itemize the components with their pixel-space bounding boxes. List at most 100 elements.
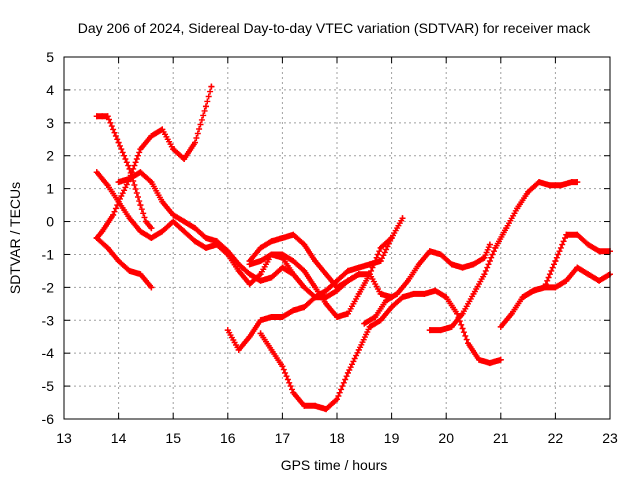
data-point (192, 225, 199, 232)
x-tick-label: 20 (438, 430, 454, 446)
data-point (246, 261, 253, 268)
data-point (465, 340, 472, 347)
data-point (497, 323, 504, 330)
data-point (290, 258, 297, 265)
data-point (596, 277, 603, 284)
data-point (224, 327, 231, 334)
series-track-g (246, 231, 395, 301)
data-point (279, 313, 286, 320)
data-point (246, 281, 253, 288)
data-point (563, 231, 570, 238)
data-point (99, 228, 106, 235)
data-point (399, 294, 406, 301)
data-point (355, 346, 362, 353)
data-point (137, 202, 144, 209)
data-point (279, 235, 286, 241)
data-point (355, 290, 362, 297)
data-point (574, 231, 581, 238)
data-point (170, 211, 177, 218)
y-axis-label: SDTVAR / TECUs (7, 182, 23, 294)
data-point (344, 277, 351, 284)
data-point (377, 258, 384, 265)
data-point (486, 360, 493, 367)
data-point (519, 294, 526, 301)
data-point (192, 238, 199, 245)
x-tick-label: 19 (384, 430, 400, 446)
data-point (525, 188, 532, 195)
data-point (290, 271, 297, 278)
data-point (454, 310, 461, 317)
x-tick-label: 15 (165, 430, 181, 446)
data-point (334, 396, 340, 403)
data-point (257, 244, 264, 251)
series-track-h (246, 235, 395, 320)
data-point (312, 294, 319, 301)
data-point (290, 307, 297, 314)
data-point (383, 297, 390, 304)
data-point (301, 284, 308, 291)
data-point (448, 323, 455, 330)
y-tick-label: 3 (46, 115, 54, 131)
data-point (585, 271, 592, 278)
data-point (541, 284, 548, 291)
series-track-d (93, 235, 155, 291)
data-point (334, 277, 340, 284)
data-point (557, 182, 564, 189)
data-point (148, 132, 155, 139)
data-point (93, 113, 100, 120)
data-point (268, 251, 275, 258)
data-point (459, 264, 466, 271)
series-track-f (224, 215, 406, 353)
data-point (235, 267, 242, 274)
data-point (126, 175, 133, 182)
data-point (546, 182, 553, 189)
data-point (323, 271, 330, 278)
series-track-k (426, 179, 581, 334)
data-point (323, 406, 330, 413)
data-point (290, 231, 297, 238)
data-point (552, 258, 559, 265)
y-tick-label: -3 (42, 312, 55, 328)
data-point (344, 310, 351, 317)
data-point (115, 198, 122, 205)
data-point (202, 244, 209, 251)
series-track-j (361, 241, 493, 327)
data-point (110, 211, 117, 218)
data-point (312, 258, 319, 265)
data-point (268, 274, 275, 281)
data-point (421, 290, 428, 297)
data-point (192, 139, 199, 146)
data-point (503, 225, 510, 232)
data-point (208, 83, 215, 90)
data-point (159, 228, 166, 235)
data-point (104, 182, 111, 189)
chart-title: Day 206 of 2024, Sidereal Day-to-day VTE… (78, 20, 591, 36)
data-point (279, 264, 286, 271)
data-point (159, 198, 166, 205)
data-point (148, 235, 155, 241)
data-point (104, 244, 111, 251)
data-point (470, 290, 477, 297)
y-tick-label: 4 (46, 82, 54, 98)
data-point (137, 228, 144, 235)
data-point (596, 248, 603, 255)
data-point (268, 346, 275, 353)
x-tick-label: 22 (548, 430, 564, 446)
data-point (432, 287, 439, 294)
data-point (301, 402, 308, 409)
data-point (181, 228, 188, 235)
data-point (361, 320, 368, 327)
data-point (448, 261, 455, 268)
data-point (585, 241, 592, 248)
data-point (334, 284, 340, 291)
data-point (93, 169, 100, 176)
x-tick-label: 16 (220, 430, 236, 446)
data-point (93, 235, 100, 241)
data-point (492, 244, 499, 251)
data-point (142, 218, 149, 225)
x-tick-label: 13 (56, 430, 72, 446)
x-tick-label: 18 (329, 430, 345, 446)
data-point (388, 304, 395, 311)
